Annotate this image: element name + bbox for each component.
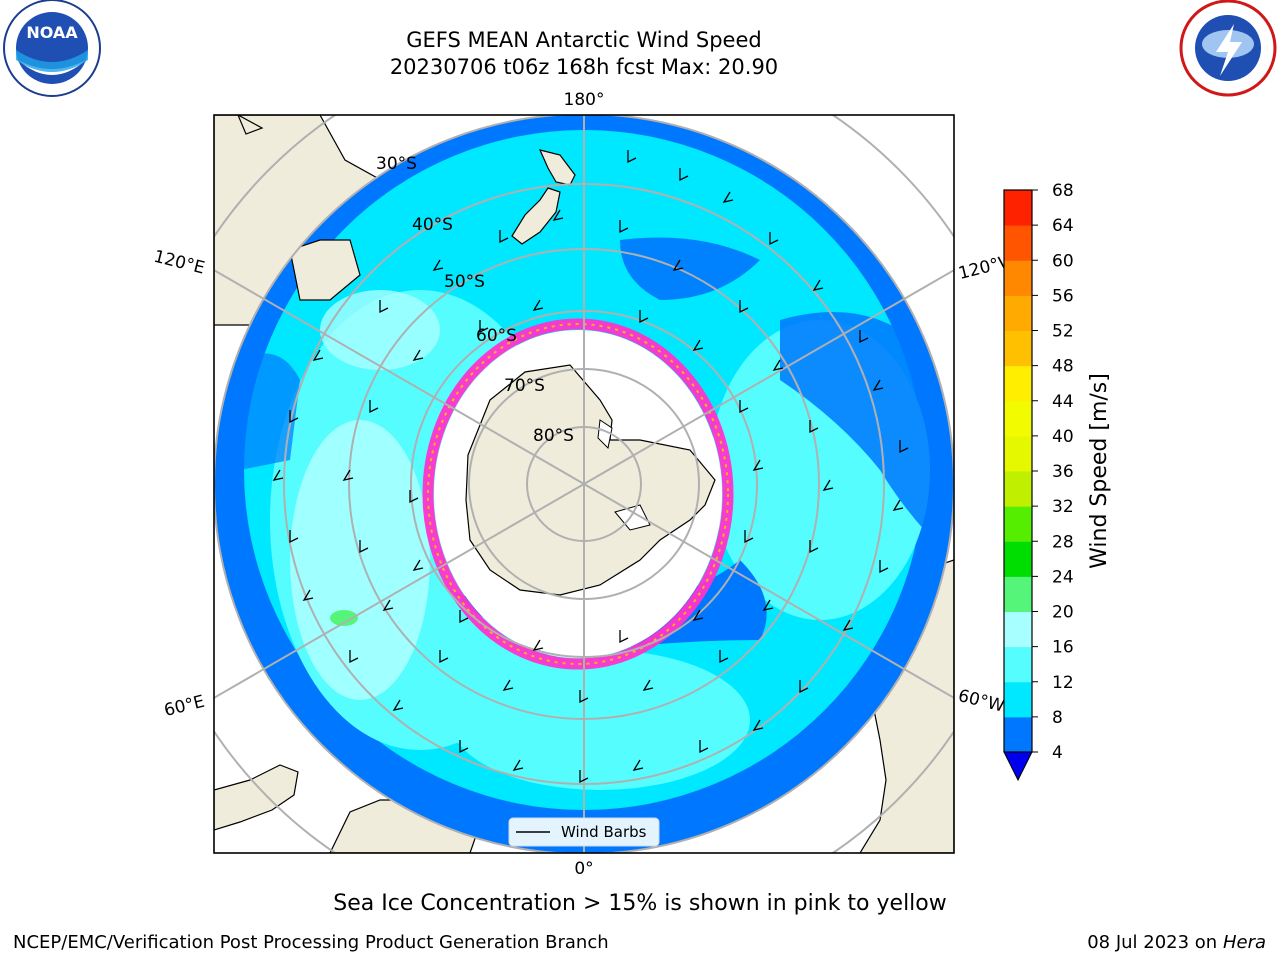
map-subtitle: 20230706 t06z 168h fcst Max: 20.90 xyxy=(389,55,779,79)
colorbar-segment xyxy=(1004,330,1032,367)
colorbar-tick-label: 28 xyxy=(1052,532,1074,552)
colorbar-tick-label: 40 xyxy=(1052,427,1074,447)
lon-label-120e: 120°E xyxy=(152,247,207,279)
colorbar-tick-label: 36 xyxy=(1052,462,1074,482)
graticule xyxy=(214,115,954,853)
colorbar-tick-label: 44 xyxy=(1052,392,1074,412)
colorbar-segment xyxy=(1004,681,1032,718)
colorbar-tick-label: 16 xyxy=(1052,638,1074,658)
colorbar-segment xyxy=(1004,400,1032,437)
noaa-logo-text: NOAA xyxy=(26,23,78,42)
colorbar-segment xyxy=(1004,365,1032,402)
colorbar-tick-label: 24 xyxy=(1052,567,1074,587)
colorbar-segment xyxy=(1004,435,1032,472)
footer-left: NCEP/EMC/Verification Post Processing Pr… xyxy=(13,932,609,953)
lon-label-180: 180° xyxy=(564,90,605,110)
colorbar-segment xyxy=(1004,506,1032,542)
colorbar-tick-label: 52 xyxy=(1052,322,1074,342)
footer-right: 08 Jul 2023 on Hera xyxy=(1087,932,1266,953)
footer-machine: Hera xyxy=(1222,932,1266,953)
colorbar-under-triangle xyxy=(1003,751,1033,782)
lat-label-60s: 60°S xyxy=(476,326,517,346)
colorbar-tick-label: 12 xyxy=(1052,673,1074,693)
colorbar-label: Wind Speed [m/s] xyxy=(1087,373,1112,569)
lon-label-60w: 60°W xyxy=(956,686,1007,717)
legend-label: Wind Barbs xyxy=(561,823,647,841)
lat-label-40s: 40°S xyxy=(412,215,453,235)
lat-label-70s: 70°S xyxy=(504,376,545,396)
map-title: GEFS MEAN Antarctic Wind Speed xyxy=(406,28,762,52)
colorbar-tick-label: 48 xyxy=(1052,357,1074,377)
colorbar-tick-label: 4 xyxy=(1052,743,1063,763)
lat-label-30s: 30°S xyxy=(376,154,417,174)
colorbar-tick-label: 60 xyxy=(1052,251,1074,271)
lon-label-0: 0° xyxy=(574,859,593,879)
colorbar-tick-label: 56 xyxy=(1052,286,1074,306)
colorbar-tick-label: 64 xyxy=(1052,216,1074,236)
colorbar-segment xyxy=(1004,471,1032,507)
colorbar-tick-label: 20 xyxy=(1052,603,1074,623)
colorbar-tick-label: 8 xyxy=(1052,708,1063,728)
colorbar-tick-label: 32 xyxy=(1052,497,1074,517)
noaa-logo-icon: NOAA xyxy=(3,0,101,97)
colorbar-segment xyxy=(1004,295,1032,331)
lon-label-60e: 60°E xyxy=(162,692,206,721)
wind-barbs-legend: Wind Barbs xyxy=(508,817,660,847)
colorbar-segment xyxy=(1004,611,1032,648)
wind-barbs xyxy=(272,150,909,784)
lat-label-80s: 80°S xyxy=(533,426,574,446)
colorbar-segment xyxy=(1004,576,1032,612)
colorbar-segment xyxy=(1004,190,1032,226)
nws-logo-icon xyxy=(1179,0,1277,97)
colorbar-segment xyxy=(1004,225,1032,261)
colorbar-tick-label: 68 xyxy=(1052,181,1074,201)
colorbar-segment xyxy=(1004,260,1032,296)
colorbar-segment xyxy=(1004,646,1032,683)
sea-ice-caption: Sea Ice Concentration > 15% is shown in … xyxy=(333,891,947,916)
lat-label-50s: 50°S xyxy=(444,272,485,292)
colorbar-segment xyxy=(1004,541,1032,577)
footer-date: 08 Jul 2023 on xyxy=(1087,932,1223,953)
map-frame xyxy=(213,114,955,854)
colorbar-segment xyxy=(1004,716,1032,753)
